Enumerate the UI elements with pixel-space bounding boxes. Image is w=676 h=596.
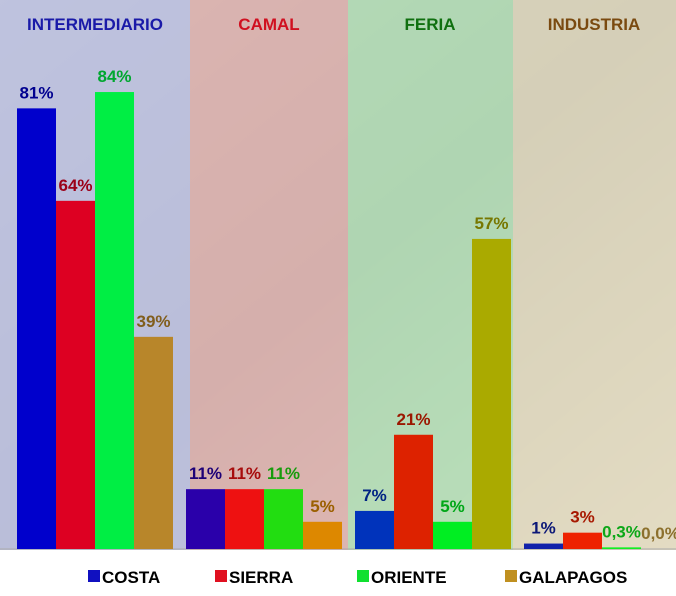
value-label: 7% xyxy=(362,486,387,505)
value-label: 11% xyxy=(228,464,261,483)
legend-swatch xyxy=(88,570,100,582)
bar xyxy=(355,511,394,549)
value-label: 64% xyxy=(58,176,92,195)
bar xyxy=(186,489,225,549)
value-label: 1% xyxy=(531,519,556,538)
bar xyxy=(264,489,303,549)
category-label: CAMAL xyxy=(238,15,299,34)
legend-label: COSTA xyxy=(102,568,160,587)
bar xyxy=(56,201,95,549)
bar xyxy=(394,435,433,549)
value-label: 0,0% xyxy=(641,524,676,543)
category-label: INTERMEDIARIO xyxy=(27,15,163,34)
value-label: 11% xyxy=(189,464,222,483)
bar xyxy=(17,108,56,549)
bar xyxy=(472,239,511,549)
panel xyxy=(513,0,676,550)
legend-label: GALAPAGOS xyxy=(519,568,627,587)
bar xyxy=(225,489,264,549)
category-label: INDUSTRIA xyxy=(548,15,641,34)
value-label: 57% xyxy=(474,214,508,233)
value-label: 21% xyxy=(396,410,430,429)
bar xyxy=(303,522,342,549)
value-label: 11% xyxy=(267,464,300,483)
value-label: 5% xyxy=(440,497,465,516)
value-label: 81% xyxy=(19,83,53,102)
bar xyxy=(602,547,641,549)
legend-label: ORIENTE xyxy=(371,568,447,587)
legend-swatch xyxy=(215,570,227,582)
value-label: 39% xyxy=(136,312,170,331)
value-label: 3% xyxy=(570,508,595,527)
bar xyxy=(563,533,602,549)
category-label: FERIA xyxy=(405,15,456,34)
value-label: 84% xyxy=(97,67,131,86)
value-label: 0,3% xyxy=(602,522,641,541)
legend-swatch xyxy=(505,570,517,582)
legend-swatch xyxy=(357,570,369,582)
legend-label: SIERRA xyxy=(229,568,293,587)
bar xyxy=(95,92,134,549)
bar xyxy=(433,522,472,549)
value-label: 5% xyxy=(310,497,335,516)
bar xyxy=(524,544,563,549)
chart: INTERMEDIARIO CAMAL FERIA INDUSTRIA 81% 11% 7%… xyxy=(0,0,676,591)
bar xyxy=(134,337,173,549)
